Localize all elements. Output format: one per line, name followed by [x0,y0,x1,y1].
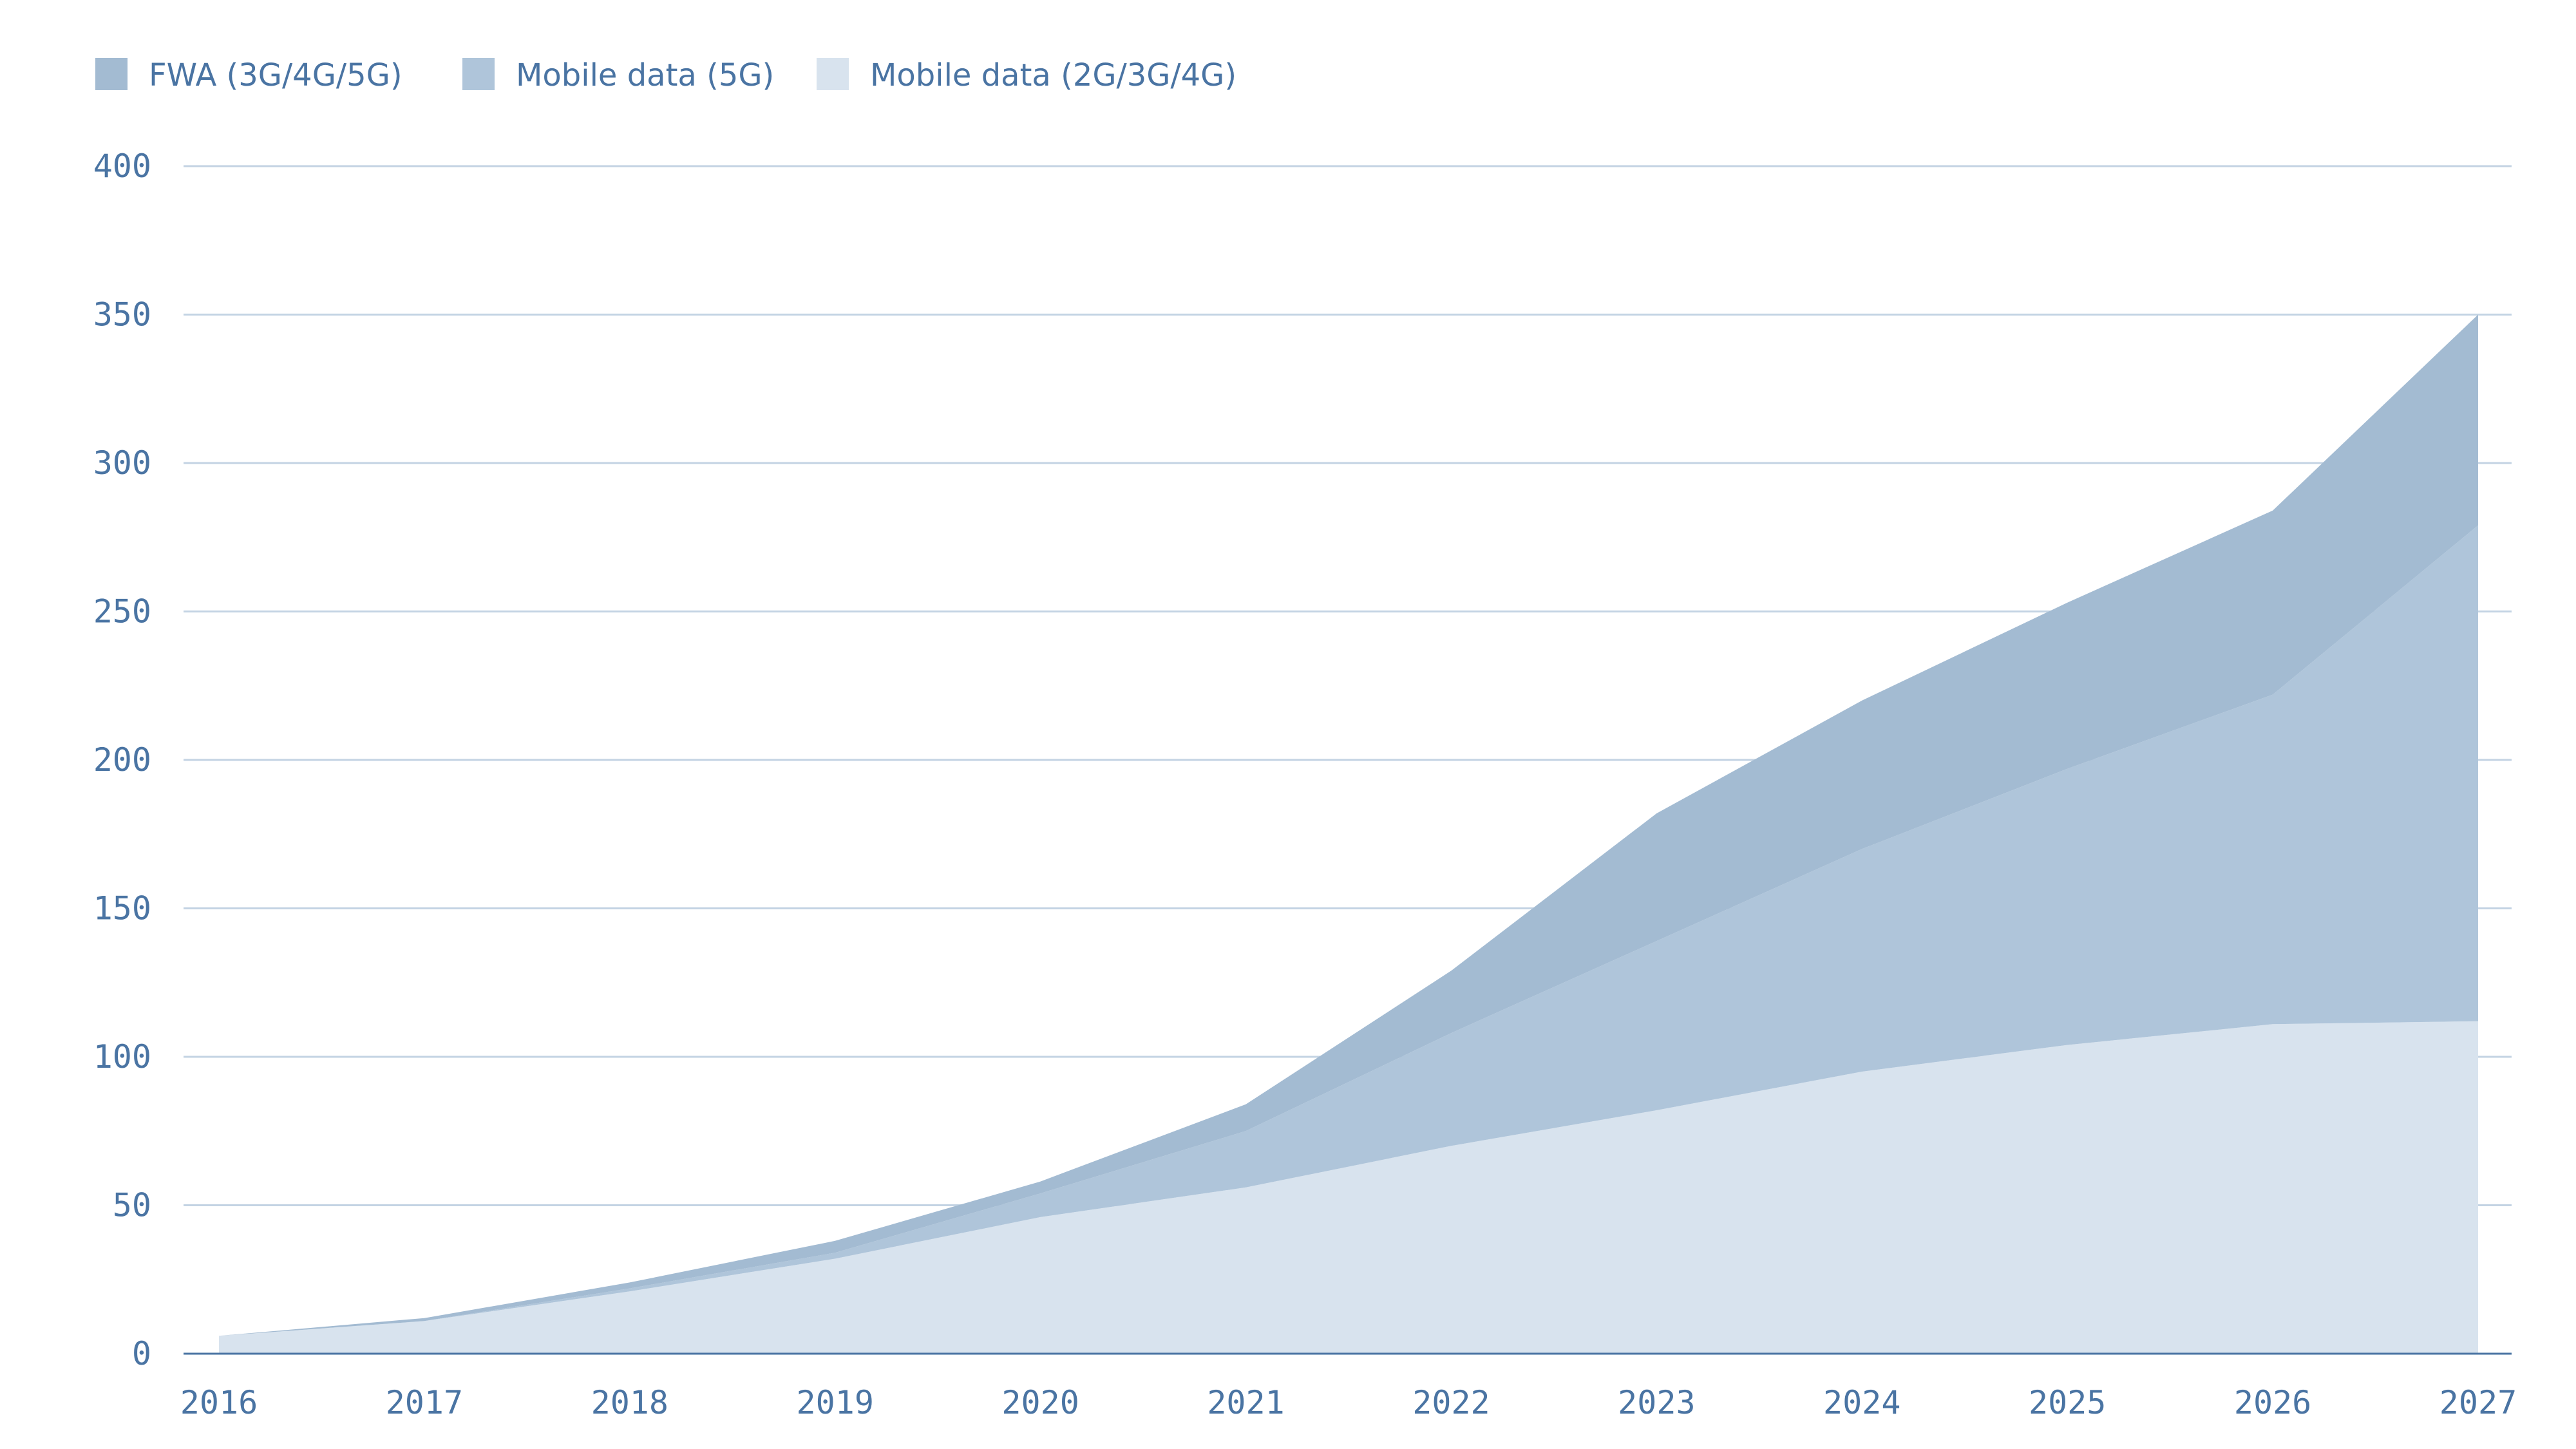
y-tick-label: 50 [113,1187,151,1224]
legend-item: Mobile data (5G) [462,57,774,93]
legend-swatch [95,58,128,90]
y-tick-label: 150 [93,890,151,927]
area-series-1 [219,525,2478,1336]
x-tick-label: 2020 [1001,1384,1079,1421]
legend-label: Mobile data (5G) [516,57,774,93]
y-tick-label: 350 [93,296,151,334]
x-tick-label: 2017 [386,1384,463,1421]
legend-label: FWA (3G/4G/5G) [149,57,402,93]
x-tick-label: 2021 [1207,1384,1284,1421]
y-tick-label: 0 [132,1335,151,1372]
x-tick-label: 2024 [1823,1384,1900,1421]
y-tick-label: 200 [93,741,151,779]
legend-item: Mobile data (2G/3G/4G) [817,57,1236,93]
x-tick-label: 2026 [2234,1384,2311,1421]
axes: 0 50 100 150 200 250 300 350 400 2016 2017 2018 2019… [93,147,2517,1421]
legend: FWA (3G/4G/5G) Mobile data (5G) Mobile dat… [95,57,1236,93]
x-tick-label: 2025 [2029,1384,2106,1421]
y-tick-label: 300 [93,444,151,482]
legend-label: Mobile data (2G/3G/4G) [870,57,1236,93]
legend-swatch [817,58,849,90]
x-tick-label: 2019 [797,1384,874,1421]
x-tick-label: 2016 [180,1384,258,1421]
area-series [219,314,2478,1354]
x-tick-label: 2018 [591,1384,668,1421]
y-tick-label: 400 [93,147,151,185]
legend-swatch [462,58,495,90]
x-tick-label: 2022 [1412,1384,1490,1421]
x-tick-label: 2027 [2439,1384,2517,1421]
area-series-0 [219,1021,2478,1354]
x-tick-label: 2023 [1618,1384,1695,1421]
legend-item: FWA (3G/4G/5G) [95,57,402,93]
y-tick-label: 250 [93,593,151,630]
gridlines [184,165,2512,1206]
y-tick-label: 100 [93,1038,151,1075]
